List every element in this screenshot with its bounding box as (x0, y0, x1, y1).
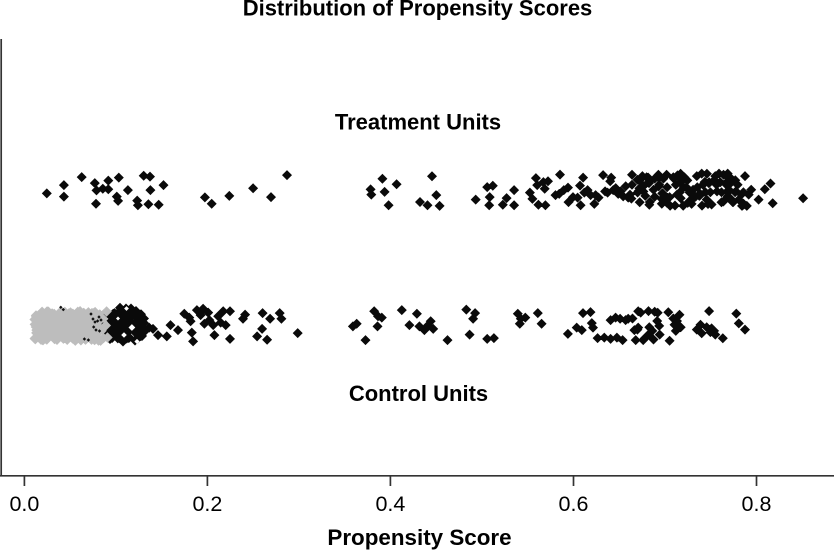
svg-text:0.8: 0.8 (742, 492, 772, 516)
svg-text:0.6: 0.6 (559, 492, 589, 516)
svg-text:0.0: 0.0 (9, 492, 39, 516)
svg-text:Distribution of Propensity Sco: Distribution of Propensity Scores (243, 0, 593, 21)
svg-text:Propensity Score: Propensity Score (327, 525, 511, 550)
svg-text:Treatment Units: Treatment Units (335, 110, 501, 135)
svg-text:0.2: 0.2 (192, 492, 222, 516)
svg-text:0.4: 0.4 (375, 492, 405, 516)
svg-text:Control Units: Control Units (349, 381, 488, 406)
